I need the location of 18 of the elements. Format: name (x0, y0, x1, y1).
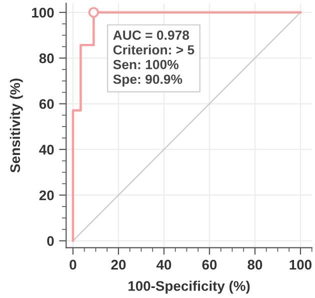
x-axis-title: 100-Specificity (%) (128, 280, 250, 294)
y-tick-label: 20 (39, 190, 54, 200)
y-tick-label: 80 (39, 53, 54, 64)
y-tick-label: 0 (47, 236, 54, 246)
x-tick-label: 40 (156, 260, 172, 270)
annotation: Spe: 90.9% (113, 74, 182, 87)
x-tick-label: 0 (70, 260, 76, 270)
x-tick-label: 60 (202, 260, 217, 270)
x-tick-label: 100 (290, 260, 312, 270)
x-tick-label: 80 (248, 260, 262, 270)
annotation: Criterion: > 5 (113, 44, 194, 55)
annotation: AUC = 0.978 (113, 30, 190, 40)
annotation: Sen: 100% (113, 60, 178, 70)
y-tick-label: 60 (39, 99, 54, 109)
y-tick-label: 40 (39, 144, 54, 155)
x-tick-label: 20 (111, 260, 126, 270)
y-axis-title: Sensitivity (%) (10, 78, 23, 173)
y-tick-label: 100 (32, 8, 54, 18)
